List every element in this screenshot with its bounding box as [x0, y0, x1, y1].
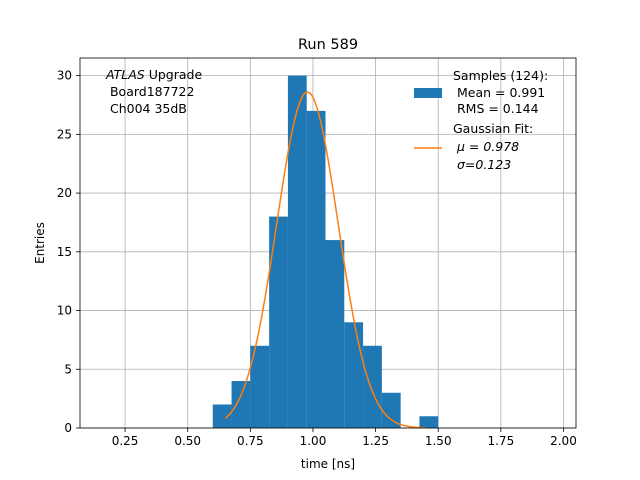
annotation-atlas: ATLAS: [105, 67, 145, 82]
x-tick-label: 0.25: [112, 434, 139, 448]
fit-curve: [224, 91, 426, 429]
histogram-bar: [306, 110, 326, 428]
histogram-bar: [363, 345, 382, 428]
gaussian-fit: [224, 91, 426, 429]
y-tick-label: 0: [64, 421, 72, 435]
legend: Samples (124): Mean = 0.991 RMS = 0.144 …: [414, 68, 548, 172]
histogram-bar: [212, 404, 232, 428]
plot-frame: [79, 57, 577, 429]
legend-fit-line-3: σ=0.123: [453, 157, 511, 172]
x-tick-label: 0.50: [174, 434, 201, 448]
legend-samples-line-3: RMS = 0.144: [453, 101, 539, 116]
x-tick-label: 1.25: [362, 434, 389, 448]
x-tick-label: 1.00: [300, 434, 327, 448]
legend-fit-line-1: Gaussian Fit:: [453, 121, 533, 136]
y-tick-label: 25: [57, 127, 72, 141]
annotation-line-3: Ch004 35dB: [106, 101, 187, 116]
axis-ticks: 0.25 0.50 0.75 1.00 1.25 1.50 1.75 2.00 0 5 10 15 20…: [57, 69, 577, 448]
histogram-bar: [287, 75, 307, 428]
annotation-line-1: ATLAS Upgrade: [105, 67, 202, 82]
x-tick-label: 1.50: [425, 434, 452, 448]
legend-samples-line-1: Samples (124):: [453, 68, 548, 83]
histogram-bar: [344, 322, 364, 428]
x-tick-label: 2.00: [550, 434, 577, 448]
y-tick-label: 20: [57, 186, 72, 200]
histogram-bar: [250, 345, 270, 428]
chart-title: Run 589: [298, 37, 358, 53]
legend-samples-line-2: Mean = 0.991: [453, 85, 545, 100]
y-tick-label: 15: [57, 245, 72, 259]
annotation-upgrade: Upgrade: [145, 67, 203, 82]
x-tick-label: 0.75: [237, 434, 264, 448]
histogram-bars: [212, 75, 439, 428]
histogram-bar: [325, 240, 345, 428]
y-tick-label: 30: [57, 69, 72, 83]
histogram-bar: [231, 381, 251, 428]
y-tick-label: 10: [57, 304, 72, 318]
legend-samples-swatch: [414, 88, 442, 98]
annotation-line-2: Board187722: [106, 84, 194, 99]
histogram-bar: [419, 416, 439, 428]
x-tick-label: 1.75: [487, 434, 514, 448]
legend-fit-line-2: μ = 0.978: [453, 139, 519, 154]
histogram-bar: [269, 216, 288, 428]
x-axis-label: time [ns]: [301, 457, 355, 471]
y-tick-label: 5: [64, 362, 72, 376]
histogram-bar: [381, 392, 401, 428]
y-axis-label: Entries: [33, 222, 47, 264]
annotation: ATLAS Upgrade Board187722 Ch004 35dB: [105, 67, 202, 116]
